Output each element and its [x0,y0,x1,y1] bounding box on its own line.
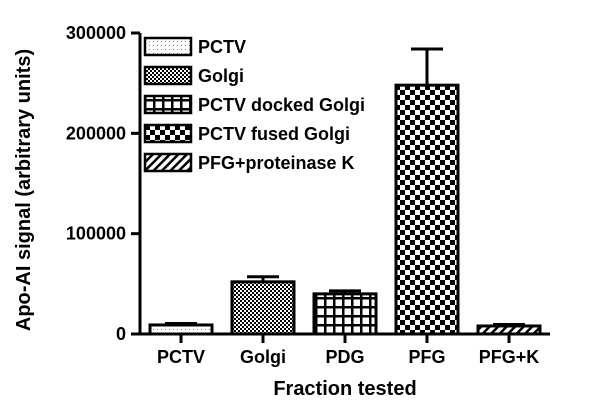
y-axis-title: Apo-AI signal (arbitrary units) [13,49,35,331]
legend-swatch [143,94,193,115]
bar-pfg-k [476,324,542,336]
legend: PCTV Golgi PCTV docked Golgi PCTV fused Gol… [143,36,365,173]
legend-label: PFG+proteinase K [198,153,355,173]
legend-label: PCTV docked Golgi [198,95,365,115]
bar-pdg [312,292,378,336]
y-tick-label: 300000 [66,23,126,43]
legend-swatch [143,152,193,173]
y-ticks: 0 100000 200000 300000 [66,23,140,344]
y-tick-label: 100000 [66,224,126,244]
x-tick-label: PFG [408,347,445,367]
x-tick-label: PFG+K [479,347,540,367]
bar-golgi [230,280,296,336]
bar-pfg [394,83,460,336]
x-ticks: PCTV Golgi PDG PFG PFG+K [157,334,539,367]
legend-label: PCTV [198,37,246,57]
legend-swatch [143,123,193,144]
x-tick-label: PCTV [157,347,205,367]
bar-pctv [148,323,214,336]
bars [148,47,542,336]
y-tick-label: 200000 [66,123,126,143]
y-tick-label: 0 [116,324,126,344]
legend-swatch [143,65,193,86]
legend-label: Golgi [198,66,244,86]
x-tick-label: PDG [325,347,364,367]
x-axis-title: Fraction tested [273,378,416,400]
x-tick-label: Golgi [240,347,286,367]
legend-swatch [143,36,193,57]
legend-label: PCTV fused Golgi [198,124,350,144]
